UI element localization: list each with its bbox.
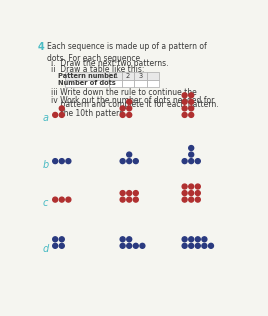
Text: 1: 1 [114,73,118,79]
Bar [134,80,147,87]
Circle shape [195,184,200,189]
Circle shape [189,106,194,111]
Circle shape [59,197,64,202]
Circle shape [182,237,187,242]
Circle shape [133,159,138,164]
Text: Pattern number: Pattern number [58,73,116,79]
Circle shape [182,197,187,202]
Circle shape [127,112,132,117]
Circle shape [189,243,194,248]
Circle shape [189,152,194,157]
Circle shape [189,184,194,189]
Circle shape [189,99,194,104]
Bar [147,72,159,80]
Bar [122,80,134,87]
Circle shape [133,191,138,196]
Circle shape [195,191,200,196]
Circle shape [120,243,125,248]
Circle shape [189,191,194,196]
Circle shape [182,184,187,189]
Circle shape [53,159,58,164]
Circle shape [66,159,71,164]
Circle shape [182,191,187,196]
Circle shape [53,197,58,202]
Circle shape [195,237,200,242]
Text: ii  Draw a table like this:: ii Draw a table like this: [51,65,144,74]
Circle shape [182,93,187,98]
Circle shape [133,197,138,202]
Circle shape [195,159,200,164]
Circle shape [127,152,132,157]
Circle shape [127,159,132,164]
Text: d: d [43,244,49,254]
Circle shape [127,237,132,242]
Text: a: a [43,113,49,123]
Text: iv Work out the number of dots needed for
    the 10th pattern.: iv Work out the number of dots needed fo… [51,96,214,118]
Text: Number of dots: Number of dots [58,80,116,86]
Circle shape [53,237,58,242]
Circle shape [182,99,187,104]
Circle shape [189,112,194,117]
Circle shape [127,191,132,196]
Circle shape [195,243,200,248]
Circle shape [120,159,125,164]
Circle shape [120,197,125,202]
Text: Each sequence is made up of a pattern of
dots. For each sequence: Each sequence is made up of a pattern of… [47,42,207,63]
Circle shape [189,159,194,164]
Circle shape [120,237,125,242]
Circle shape [182,106,187,111]
Circle shape [189,93,194,98]
Circle shape [127,106,132,111]
Bar [109,72,122,80]
Bar [65,72,109,80]
Text: c: c [43,198,48,208]
Text: 3: 3 [138,73,143,79]
Circle shape [202,237,207,242]
Circle shape [182,159,187,164]
Circle shape [53,112,58,117]
Circle shape [53,243,58,248]
Circle shape [182,243,187,248]
Circle shape [189,197,194,202]
Circle shape [189,146,194,150]
Circle shape [133,243,138,248]
Circle shape [120,112,125,117]
Circle shape [120,191,125,196]
Text: 2: 2 [126,73,130,79]
Circle shape [189,237,194,242]
Bar [122,72,134,80]
Circle shape [127,99,132,104]
Bar [109,80,122,87]
Circle shape [59,106,64,111]
Circle shape [127,243,132,248]
Bar [134,72,147,80]
Circle shape [59,243,64,248]
Circle shape [66,197,71,202]
Circle shape [127,197,132,202]
Circle shape [209,243,213,248]
Circle shape [59,237,64,242]
Circle shape [202,243,207,248]
Text: i   Draw the next two patterns.: i Draw the next two patterns. [51,59,168,68]
Circle shape [195,197,200,202]
Circle shape [182,112,187,117]
Bar [65,80,109,87]
Text: 4: 4 [37,42,44,52]
Text: iii Write down the rule to continue the
    pattern and complete it for each pat: iii Write down the rule to continue the … [51,88,218,109]
Bar [147,80,159,87]
Circle shape [140,243,145,248]
Text: b: b [43,160,49,170]
Circle shape [120,106,125,111]
Circle shape [59,112,64,117]
Circle shape [59,159,64,164]
